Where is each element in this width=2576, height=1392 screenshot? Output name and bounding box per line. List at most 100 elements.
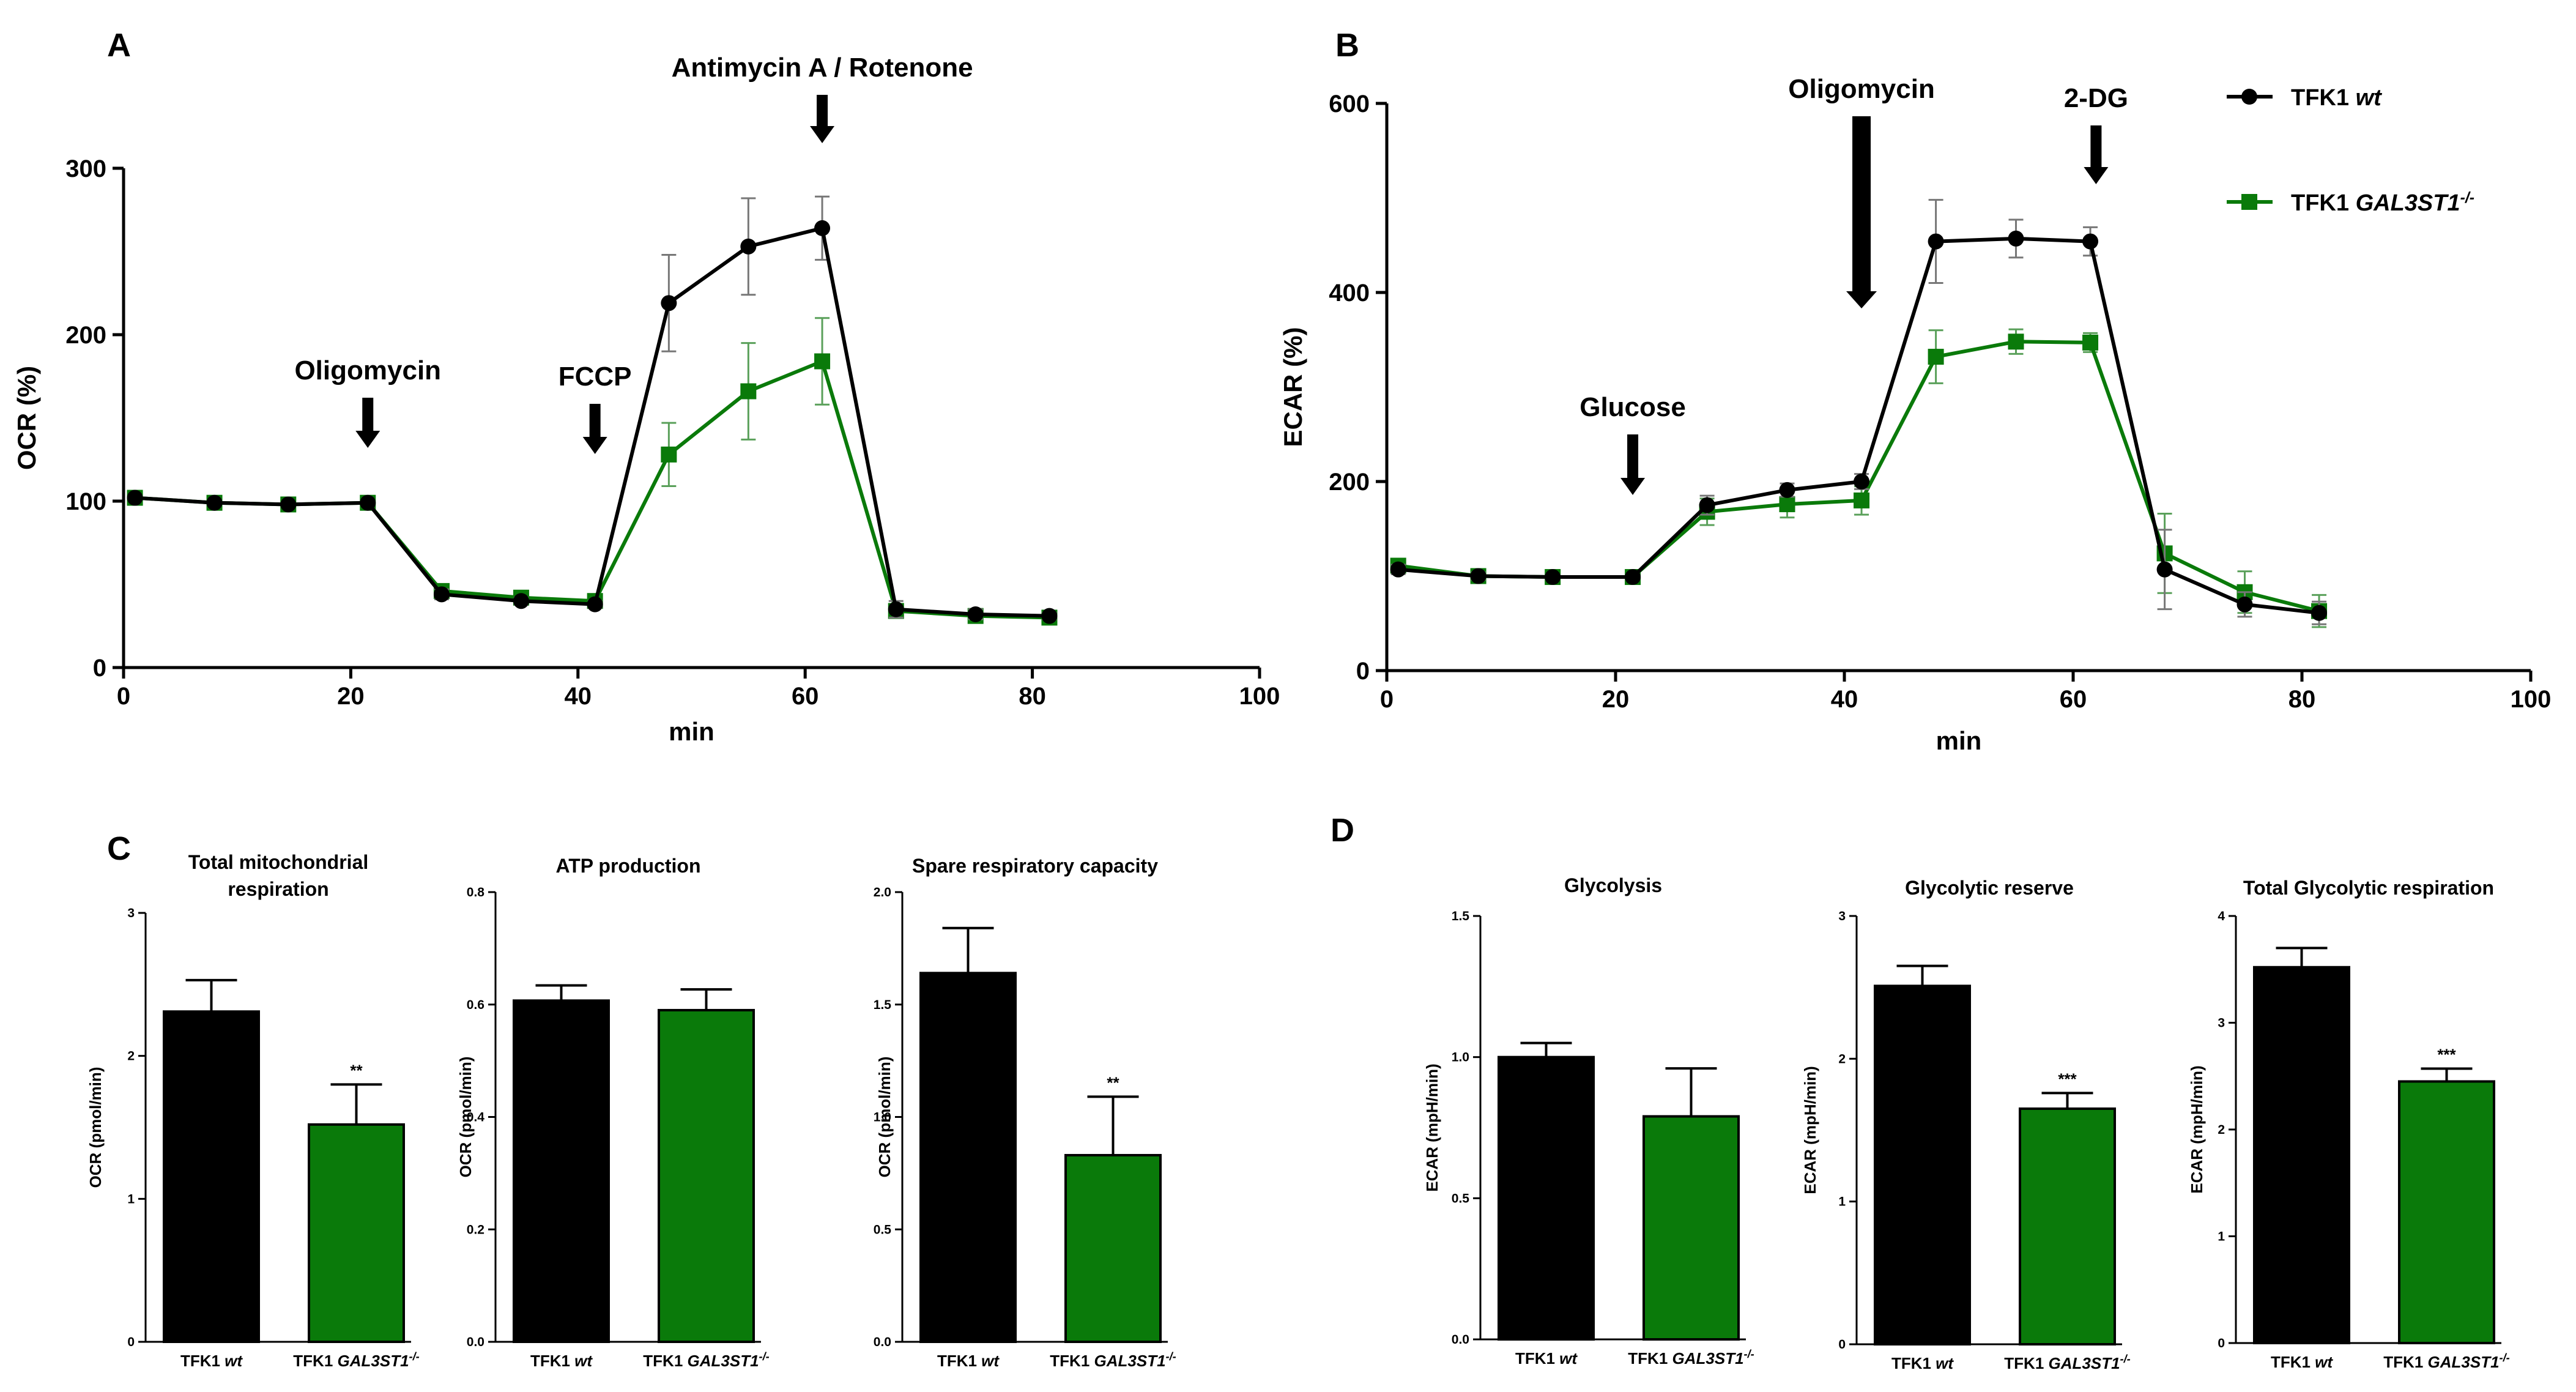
x-category-label: TFK1 GAL3ST1-/- [293,1350,419,1370]
y-tick-label: 0.0 [874,1335,891,1349]
series-tfk1-wt [127,195,1058,624]
legend-marker [2241,89,2257,105]
arrow-shaft [589,404,601,438]
y-tick-label: 0.4 [467,1111,485,1125]
x-tick-label: 100 [1239,683,1280,710]
y-tick-label: 4 [2218,909,2225,923]
y-tick-label: 0 [1356,658,1370,685]
arrow-shaft [2090,125,2102,168]
data-point [661,295,677,311]
data-point [2008,333,2024,350]
y-axis-label: ECAR (%) [1279,327,1307,447]
arrow-shaft [817,95,828,127]
arrow-shaft [1852,116,1871,292]
annotation-2-dg: 2-DG [2064,83,2128,184]
bar-tfk1-wt [163,1010,260,1343]
significance-label: ** [350,1061,363,1079]
panel-label-d: D [1331,812,1354,849]
y-tick-label: 100 [65,488,106,515]
y-axis-label: OCR (pmol/min) [875,1057,894,1178]
annotation-antimycin-a-rotenone: Antimycin A / Rotenone [672,53,973,143]
x-tick-label: 60 [2060,686,2087,713]
chart-title: Glycolysis [1564,874,1662,896]
legend-marker [2241,194,2257,210]
data-point [814,353,831,370]
x-tick-label: 40 [1831,686,1858,713]
y-tick-label: 0 [1838,1338,1846,1352]
data-point [513,593,529,609]
bar-tfk1-wt [919,972,1017,1344]
x-tick-label: 20 [1602,686,1630,713]
series-line [135,359,1050,620]
x-tick-label: 60 [792,683,819,710]
bar-tfk1-gal3st1 [2019,1107,2116,1345]
data-point [360,494,376,511]
bar-tfk1-gal3st1 [658,1008,755,1343]
data-point [2236,596,2253,612]
x-tick-label: 100 [2511,686,2552,713]
data-point [433,586,450,603]
y-tick-label: 300 [65,155,106,182]
data-point [1779,482,1795,498]
y-tick-label: 1 [1838,1195,1846,1209]
series-tfk1-wt [1390,199,2328,625]
legend: TFK1 wt TFK1 GAL3ST1-/- [2227,85,2474,216]
x-category-label: TFK1 GAL3ST1-/- [643,1350,769,1370]
bar-tfk1-wt [2253,966,2350,1344]
data-point [1545,569,1561,586]
data-point [1390,561,1406,578]
x-axis-label: min [1936,726,1982,755]
chart-title: Total mitochondrial [188,851,369,873]
bar-tfk1-wt [1498,1055,1595,1341]
x-category-label: TFK1 wt [180,1352,243,1370]
y-tick-label: 2.0 [874,885,891,899]
annotation-label: Oligomycin [1788,74,1935,104]
y-tick-label: 0.8 [467,885,485,899]
bar-tfk1-gal3st1 [1642,1115,1740,1341]
data-point [2082,233,2099,250]
arrow-shaft [1627,434,1639,479]
y-tick-label: 1 [127,1192,135,1206]
annotation-label: 2-DG [2064,83,2128,113]
annotation-label: Glucose [1579,392,1686,422]
chart-title: Glycolytic reserve [1905,877,2074,899]
x-category-label: TFK1 wt [1515,1349,1578,1368]
y-tick-label: 0.0 [467,1335,484,1349]
x-tick-label: 0 [1380,686,1394,713]
y-tick-label: 3 [127,906,135,920]
chart-b: 0 200 400 600 0 20 40 60 80 100 min ECAR (%) Glucose… [1279,74,2551,755]
panel-label-a: A [107,27,131,64]
annotation-label: Antimycin A / Rotenone [672,53,973,83]
data-point [740,238,757,255]
y-tick-label: 0 [93,655,106,682]
y-tick-label: 3 [2218,1016,2225,1030]
x-tick-label: 20 [337,683,365,710]
data-point [661,446,677,463]
bar-tfk1-gal3st1 [2398,1080,2495,1344]
y-tick-label: 0.2 [467,1223,484,1237]
chart-d2: Glycolytic reserve 0 1 2 3 ECAR (mpH/min) TFK1… [1801,877,2131,1372]
annotation-oligomycin: Oligomycin [294,355,441,448]
y-tick-label: 1.0 [874,1111,891,1125]
significance-label: *** [2437,1046,2456,1064]
arrow-head [582,437,607,454]
chart-title: Spare respiratory capacity [912,855,1158,877]
significance-label: *** [2058,1070,2077,1088]
legend-entry: TFK1 GAL3ST1-/- [2227,190,2474,217]
chart-title: ATP production [555,855,700,877]
data-point [2082,334,2099,351]
data-point [1041,608,1058,624]
legend-label: TFK1 GAL3ST1-/- [2291,190,2474,217]
annotation-glucose: Glucose [1579,392,1686,495]
y-tick-label: 0.5 [1452,1191,1470,1205]
data-point [2311,605,2328,621]
x-tick-label: 0 [117,683,130,710]
y-tick-label: 1 [2218,1230,2225,1244]
bar-tfk1-gal3st1 [1064,1153,1162,1343]
y-tick-label: 1.5 [874,998,892,1012]
data-point [740,383,757,400]
annotation-fccp: FCCP [559,362,632,454]
chart-a: 0 100 200 300 0 20 40 60 80 100 min OCR (%) Oligomyc… [12,53,1280,746]
